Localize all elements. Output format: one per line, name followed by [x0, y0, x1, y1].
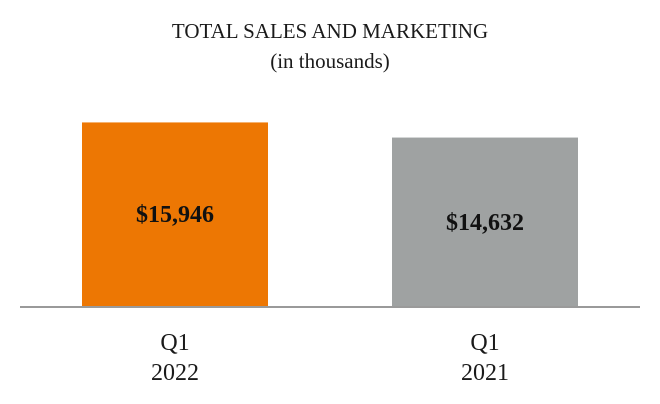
- bar-value-label-1: $15,946: [136, 202, 214, 228]
- chart-subtitle: (in thousands): [270, 49, 390, 73]
- x-tick-label-1-line-1: Q1: [160, 330, 189, 356]
- x-tick-label-2-line-1: Q1: [470, 330, 499, 356]
- labels-layer: $15,946 Q1 2022 $14,632 Q1 2021: [136, 202, 524, 386]
- bar-value-label-2: $14,632: [446, 210, 524, 236]
- bar-1: [82, 122, 268, 307]
- x-tick-label-1-line-2: 2022: [151, 360, 199, 386]
- bar-2: [392, 137, 578, 306]
- chart-title: TOTAL SALES AND MARKETING: [172, 19, 488, 43]
- x-tick-label-2-line-2: 2021: [461, 360, 509, 386]
- bars-layer: [82, 122, 578, 307]
